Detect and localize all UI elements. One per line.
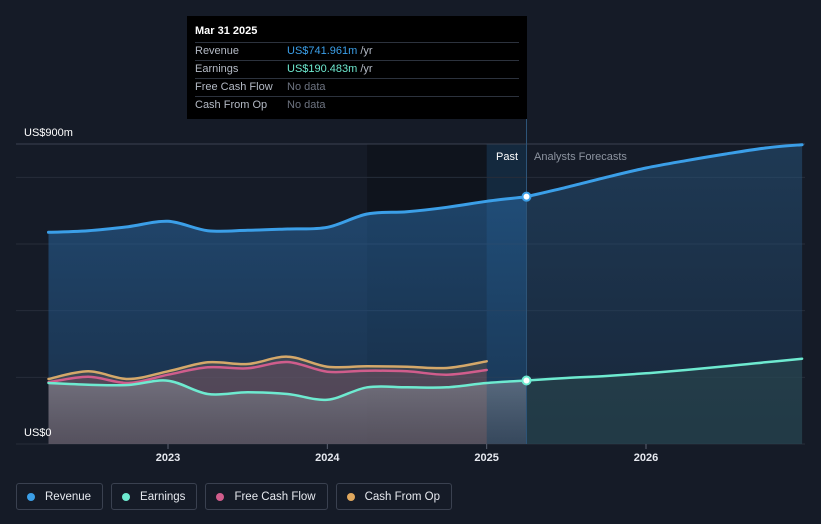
x-tick-label: 2023 — [156, 452, 180, 464]
x-tick-label: 2026 — [634, 452, 658, 464]
x-tick-label: 2025 — [474, 452, 498, 464]
legend-label: Revenue — [45, 490, 92, 503]
earnings-marker — [521, 375, 532, 386]
series-areas — [48, 144, 803, 444]
legend-dot-icon — [216, 492, 225, 501]
tooltip-unit: /yr — [360, 45, 373, 57]
chart-legend: Revenue Earnings Free Cash Flow Cash Fro… — [16, 483, 453, 510]
x-tick-label: 2024 — [315, 452, 340, 464]
legend-label: Earnings — [140, 490, 186, 503]
tooltip-row-revenue: Revenue US$741.961m /yr — [195, 42, 519, 60]
tooltip-date: Mar 31 2025 — [195, 25, 258, 37]
tooltip-value: No data — [287, 99, 326, 111]
revenue-forecast-line — [525, 143, 804, 199]
legend-label: Cash From Op — [364, 490, 441, 503]
past-label: Past — [496, 151, 518, 163]
x-axis-ticks: 2023 2024 2025 2026 — [156, 444, 658, 464]
y-tick-label-top: US$900m — [24, 127, 73, 139]
hover-tooltip: Mar 31 2025 Revenue US$741.961m /yr Earn… — [187, 16, 527, 119]
legend-revenue[interactable]: Revenue — [16, 483, 104, 510]
earnings-forecast-line — [525, 357, 804, 382]
free-cash-flow-line — [47, 360, 488, 385]
tooltip-unit: /yr — [360, 63, 373, 75]
tooltip-label: Free Cash Flow — [195, 81, 273, 93]
legend-dot-icon — [346, 492, 355, 501]
legend-dot-icon — [27, 492, 35, 501]
earnings-line — [47, 379, 528, 402]
tooltip-value: US$741.961m — [287, 45, 358, 57]
legend-cash-from-op[interactable]: Cash From Op — [335, 483, 453, 510]
earnings-area — [48, 380, 527, 444]
y-tick-label-bottom: US$0 — [24, 427, 52, 439]
legend-free-cash-flow[interactable]: Free Cash Flow — [205, 483, 328, 510]
revenue-line — [47, 195, 528, 234]
tooltip-value: No data — [287, 81, 326, 93]
tooltip-label: Revenue — [195, 45, 240, 57]
tooltip-label: Earnings — [195, 63, 239, 75]
legend-label: Free Cash Flow — [234, 490, 316, 503]
legend-earnings[interactable]: Earnings — [111, 483, 198, 510]
legend-dot-icon — [122, 492, 131, 501]
revenue-marker — [521, 191, 532, 202]
tooltip-label: Cash From Op — [195, 99, 268, 111]
earnings-forecast-area — [526, 358, 803, 444]
forecast-label: Analysts Forecasts — [534, 151, 627, 163]
highlight-markers — [521, 191, 532, 386]
tooltip-row-free-cash-flow: Free Cash Flow No data — [195, 78, 519, 96]
tooltip-row-earnings: Earnings US$190.483m /yr — [195, 60, 519, 78]
cash-from-op-line — [47, 355, 488, 381]
tooltip-row-cash-from-op: Cash From Op No data — [195, 96, 519, 114]
series-lines — [47, 143, 804, 402]
tooltip-value: US$190.483m — [287, 63, 358, 75]
